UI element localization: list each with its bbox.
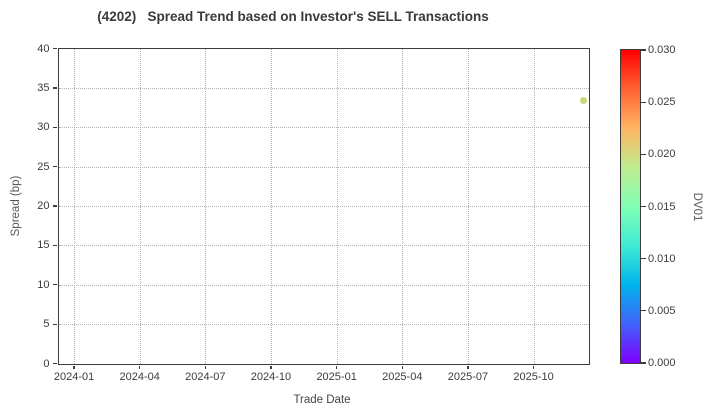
colorbar: 0.000 0.005 0.010 0.015 0.020 0.025 0.030 <box>620 44 676 369</box>
y-tick-mark <box>53 284 57 286</box>
y-tick-mark <box>53 166 57 168</box>
x-tick-mark <box>532 365 535 369</box>
horizontal-gridline <box>58 87 589 89</box>
colorbar-tick-mark <box>641 310 646 312</box>
vertical-gridline <box>139 48 141 364</box>
x-tick-label: 2024-04 <box>119 370 160 383</box>
colorbar-tick-mark <box>641 101 646 103</box>
vertical-gridline <box>336 48 338 364</box>
y-tick-label: 35 <box>37 81 50 94</box>
horizontal-gridline <box>58 206 589 207</box>
x-tick-mark <box>139 365 141 369</box>
x-tick-label: 2025-10 <box>513 370 554 383</box>
y-tick-label: 40 <box>37 42 50 55</box>
x-tick-mark <box>467 365 469 369</box>
colorbar-tick-mark <box>641 49 646 51</box>
x-tick-mark <box>401 365 403 369</box>
colorbar-tick-label: 0.000 <box>648 357 676 369</box>
horizontal-gridline <box>58 324 589 326</box>
vertical-gridline <box>533 48 535 364</box>
colorbar-tick-mark <box>641 362 646 364</box>
x-tick-mark <box>336 365 338 369</box>
vertical-gridline <box>467 48 469 364</box>
x-tick-label: 2024-10 <box>250 370 292 383</box>
x-tick-label: 2024-07 <box>185 370 226 383</box>
x-tick-label: 2025-04 <box>382 370 423 383</box>
y-tick-label: 10 <box>37 278 50 291</box>
colorbar-tick-label: 0.020 <box>648 148 676 161</box>
x-axis-label: Trade Date <box>293 394 351 406</box>
horizontal-gridline <box>58 245 589 247</box>
colorbar-tick-label: 0.015 <box>648 200 676 213</box>
y-tick-mark <box>53 205 57 207</box>
y-tick-label: 20 <box>37 200 50 212</box>
horizontal-gridline <box>58 127 589 129</box>
colorbar-tick-label: 0.030 <box>648 44 676 56</box>
horizontal-gridline <box>58 166 589 168</box>
colorbar-tick-mark <box>641 153 646 155</box>
vertical-gridline <box>402 48 404 364</box>
y-axis-label: Spread (bp) <box>10 175 22 237</box>
y-tick-mark <box>53 87 57 89</box>
y-tick-mark <box>53 244 57 247</box>
chart-title: (4202) Spread Trend based on Investor's … <box>97 9 489 24</box>
vertical-gridline <box>270 48 272 364</box>
data-point <box>580 96 588 104</box>
x-tick-mark <box>204 365 207 369</box>
x-tick-mark <box>270 365 272 369</box>
y-tick-label: 15 <box>37 239 50 252</box>
y-tick-label: 5 <box>43 318 50 331</box>
colorbar-tick-mark <box>641 205 646 208</box>
y-tick-label: 30 <box>37 121 50 134</box>
colorbar-tick-label: 0.025 <box>648 96 676 109</box>
horizontal-gridline <box>58 284 589 286</box>
vertical-gridline <box>74 48 76 364</box>
y-tick-mark <box>53 362 57 365</box>
colorbar-tick-label: 0.010 <box>648 252 676 265</box>
vertical-gridline <box>205 48 207 364</box>
x-tick-label: 2025-07 <box>447 370 489 383</box>
x-tick-label: 2025-01 <box>316 370 357 383</box>
y-tick-mark <box>53 323 57 325</box>
y-tick-mark <box>53 126 57 128</box>
y-tick-mark <box>53 47 57 50</box>
colorbar-axis-label: DV01 <box>691 192 703 222</box>
y-tick-label: 25 <box>37 160 50 173</box>
plot-area: 0 5 10 15 20 25 30 35 40 2024-01 2024-04 2024-07 202… <box>37 43 590 383</box>
y-tick-label: 0 <box>43 357 50 370</box>
colorbar-tick-label: 0.005 <box>648 304 676 317</box>
colorbar-tick-mark <box>641 258 646 260</box>
x-tick-label: 2024-01 <box>53 370 95 383</box>
x-tick-mark <box>73 365 75 369</box>
